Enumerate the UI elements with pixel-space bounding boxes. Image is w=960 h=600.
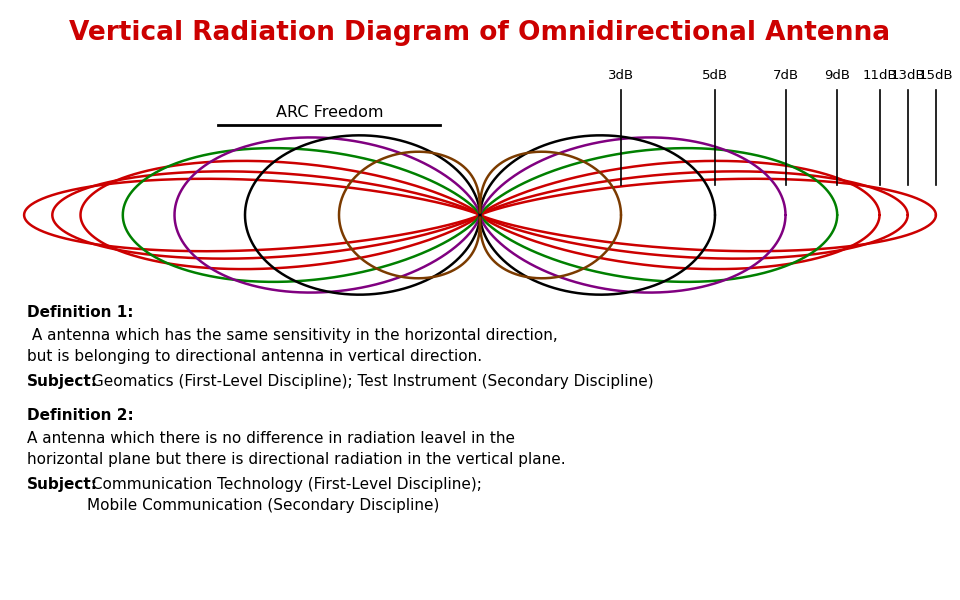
Text: 11dB: 11dB: [862, 69, 897, 82]
Text: Communication Technology (First-Level Discipline);
Mobile Communication (Seconda: Communication Technology (First-Level Di…: [87, 477, 482, 513]
Text: 9dB: 9dB: [825, 69, 851, 82]
Text: Definition 1:: Definition 1:: [27, 305, 133, 320]
Text: A antenna which there is no difference in radiation leavel in the
horizontal pla: A antenna which there is no difference i…: [27, 431, 565, 467]
Text: 3dB: 3dB: [608, 69, 634, 82]
Text: 15dB: 15dB: [919, 69, 953, 82]
Text: 13dB: 13dB: [890, 69, 925, 82]
Text: Definition 2:: Definition 2:: [27, 408, 133, 423]
Text: ARC Freedom: ARC Freedom: [276, 105, 384, 120]
Text: 5dB: 5dB: [702, 69, 728, 82]
Text: Subject:: Subject:: [27, 374, 98, 389]
Text: Subject:: Subject:: [27, 477, 98, 492]
Text: A antenna which has the same sensitivity in the horizontal direction,
but is bel: A antenna which has the same sensitivity…: [27, 328, 558, 364]
Text: Geomatics (First-Level Discipline); Test Instrument (Secondary Discipline): Geomatics (First-Level Discipline); Test…: [87, 374, 654, 389]
Text: 7dB: 7dB: [773, 69, 799, 82]
Text: Vertical Radiation Diagram of Omnidirectional Antenna: Vertical Radiation Diagram of Omnidirect…: [69, 20, 891, 46]
